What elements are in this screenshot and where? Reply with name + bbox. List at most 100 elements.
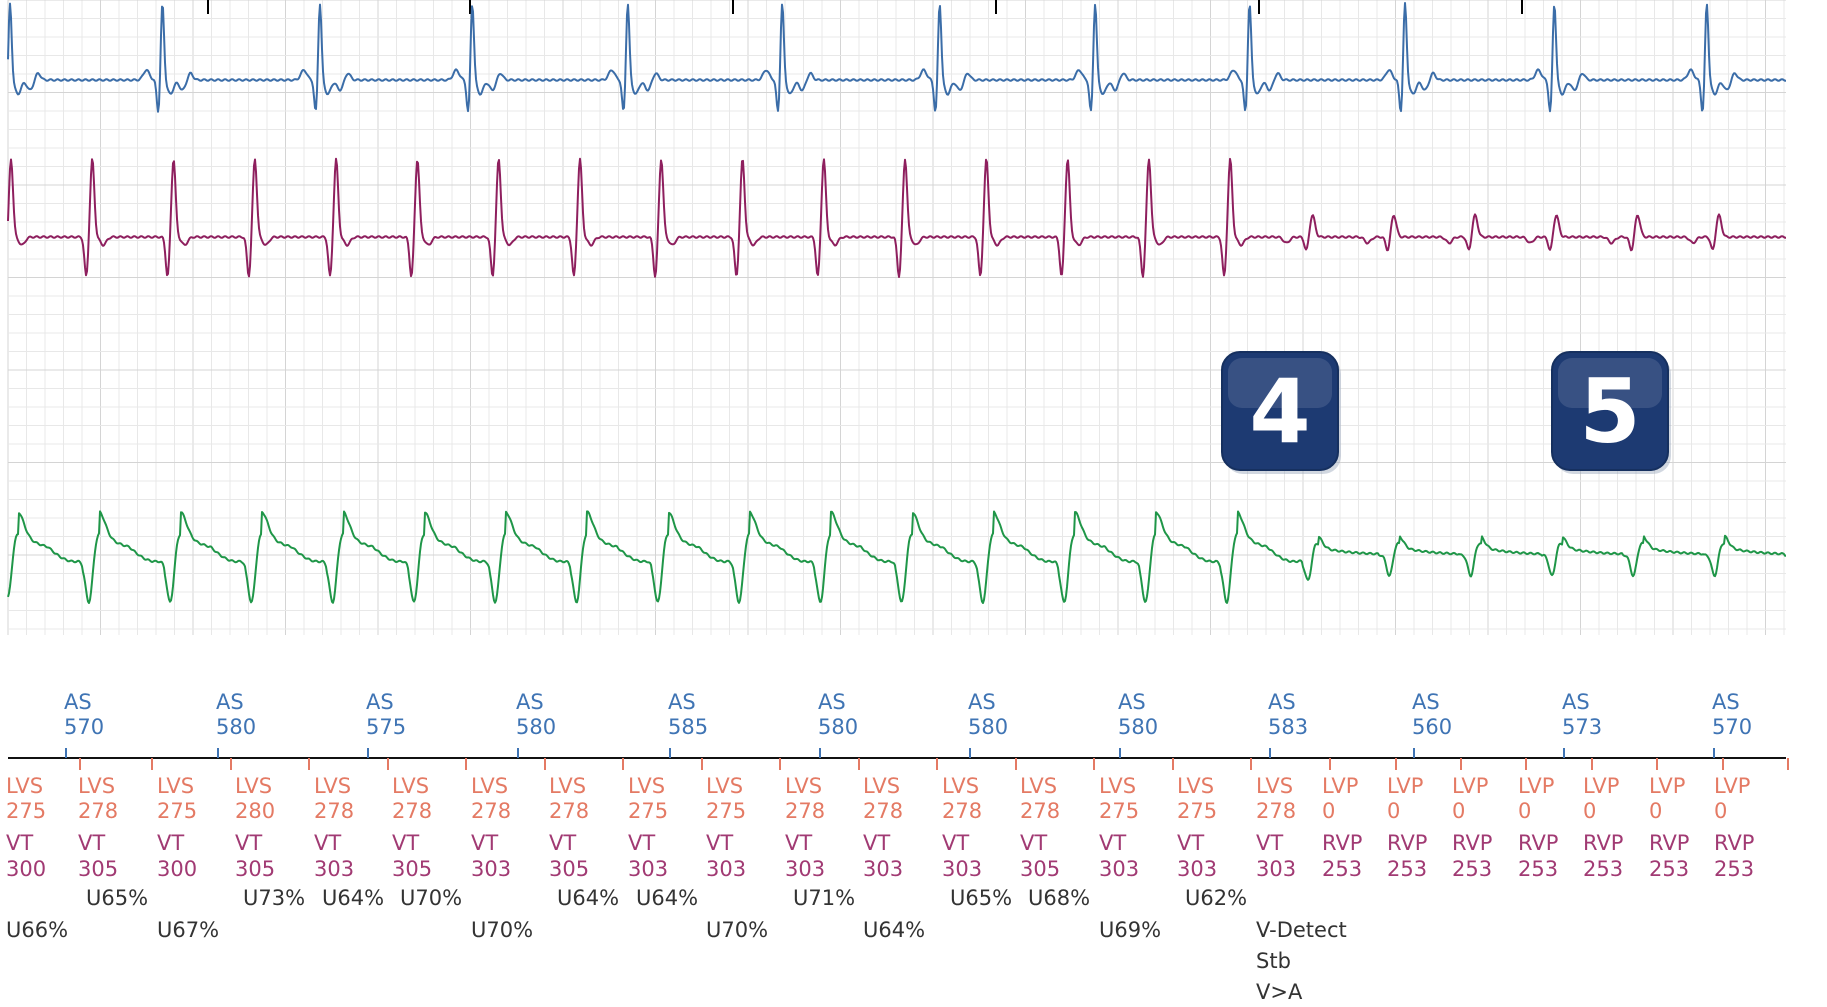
lv-marker-value: 278	[785, 799, 825, 823]
lv-marker-value: 0	[1518, 799, 1531, 823]
rv-marker-value: 300	[6, 857, 46, 881]
rv-marker-value: 305	[78, 857, 118, 881]
atrial-marker-label: AS	[366, 690, 394, 714]
lv-marker-label: LVP	[1322, 774, 1358, 798]
lv-marker-value: 0	[1387, 799, 1400, 823]
callout-badge-4: 4	[1221, 351, 1341, 474]
rv-marker-label: VT	[235, 831, 262, 855]
atrial-marker-value: 570	[64, 715, 104, 739]
lv-marker-label: LVS	[942, 774, 979, 798]
lv-marker-value: 278	[863, 799, 903, 823]
atrial-marker-value: 570	[1712, 715, 1752, 739]
badge-box	[1551, 351, 1669, 471]
atrial-marker-value: 580	[818, 715, 858, 739]
atrial-marker-value: 580	[968, 715, 1008, 739]
egm-trace-channel-2	[7, 157, 1786, 278]
rv-marker-value: 303	[1256, 857, 1296, 881]
atrial-marker-value: 583	[1268, 715, 1308, 739]
atrial-marker-value: 575	[366, 715, 406, 739]
marker-annotation: U64%	[322, 886, 384, 910]
rv-marker-label: RVP	[1322, 831, 1362, 855]
rv-marker-label: RVP	[1649, 831, 1689, 855]
rv-marker-label: RVP	[1714, 831, 1754, 855]
rv-marker-value: 305	[1020, 857, 1060, 881]
badge-label: 5	[1579, 360, 1640, 463]
rv-marker-label: VT	[157, 831, 184, 855]
atrial-marker-label: AS	[64, 690, 92, 714]
marker-annotation: U68%	[1028, 886, 1090, 910]
lv-marker-value: 275	[157, 799, 197, 823]
marker-annotation: U67%	[157, 918, 219, 942]
rv-marker-label: VT	[1177, 831, 1204, 855]
badge-label: 4	[1249, 360, 1310, 463]
marker-annotation: V-Detect	[1256, 918, 1347, 942]
lv-marker-value: 0	[1583, 799, 1596, 823]
rv-marker-value: 303	[785, 857, 825, 881]
lv-marker-label: LVP	[1518, 774, 1554, 798]
rv-marker-label: RVP	[1452, 831, 1492, 855]
atrial-marker-value: 573	[1562, 715, 1602, 739]
lv-marker-value: 278	[314, 799, 354, 823]
egm-trace-channel-1	[7, 2, 1786, 113]
marker-annotation: U70%	[706, 918, 768, 942]
rv-marker-value: 300	[157, 857, 197, 881]
rv-marker-label: VT	[392, 831, 419, 855]
lv-marker-label: LVS	[157, 774, 194, 798]
rv-marker-value: 305	[235, 857, 275, 881]
lv-marker-label: LVS	[863, 774, 900, 798]
lv-marker-label: LVS	[1099, 774, 1136, 798]
rv-marker-label: VT	[1256, 831, 1283, 855]
lv-marker-label: LVS	[1256, 774, 1293, 798]
atrial-marker-value: 580	[1118, 715, 1158, 739]
marker-annotation: Stb	[1256, 949, 1291, 973]
marker-annotation: U62%	[1185, 886, 1247, 910]
callout-badge-5: 5	[1551, 351, 1671, 474]
atrial-marker-label: AS	[216, 690, 244, 714]
rv-marker-value: 303	[863, 857, 903, 881]
marker-annotation: U66%	[6, 918, 68, 942]
lv-marker-value: 275	[628, 799, 668, 823]
rv-marker-label: VT	[1020, 831, 1047, 855]
rv-marker-label: RVP	[1518, 831, 1558, 855]
lv-marker-label: LVS	[1177, 774, 1214, 798]
badge-highlight	[1228, 358, 1332, 408]
lv-marker-label: LVS	[314, 774, 351, 798]
rv-marker-label: VT	[785, 831, 812, 855]
marker-annotation: U64%	[636, 886, 698, 910]
marker-channel: AS570AS580AS575AS580AS585AS580AS580AS580…	[6, 690, 1789, 1004]
lv-marker-value: 0	[1452, 799, 1465, 823]
marker-annotation: U73%	[243, 886, 305, 910]
rv-marker-value: 253	[1649, 857, 1689, 881]
rv-marker-value: 303	[628, 857, 668, 881]
rv-marker-label: VT	[863, 831, 890, 855]
lv-marker-label: LVS	[549, 774, 586, 798]
rv-marker-label: VT	[549, 831, 576, 855]
rv-marker-value: 253	[1452, 857, 1492, 881]
atrial-marker-label: AS	[1118, 690, 1146, 714]
rv-marker-value: 253	[1714, 857, 1754, 881]
lv-marker-label: LVP	[1714, 774, 1750, 798]
lv-marker-label: LVS	[471, 774, 508, 798]
lv-marker-label: LVS	[1020, 774, 1057, 798]
atrial-marker-label: AS	[968, 690, 996, 714]
lv-marker-label: LVS	[628, 774, 665, 798]
marker-annotation: U65%	[86, 886, 148, 910]
atrial-marker-label: AS	[1712, 690, 1740, 714]
marker-annotation: U64%	[863, 918, 925, 942]
atrial-marker-label: AS	[668, 690, 696, 714]
atrial-marker-value: 560	[1412, 715, 1452, 739]
rv-marker-value: 253	[1387, 857, 1427, 881]
egm-grid	[7, 0, 1786, 635]
lv-marker-value: 280	[235, 799, 275, 823]
rv-marker-label: VT	[6, 831, 33, 855]
lv-marker-label: LVP	[1649, 774, 1685, 798]
lv-marker-value: 275	[1099, 799, 1139, 823]
marker-annotation: U65%	[950, 886, 1012, 910]
marker-annotation: U64%	[557, 886, 619, 910]
atrial-marker-value: 580	[516, 715, 556, 739]
lv-marker-value: 278	[1020, 799, 1060, 823]
atrial-marker-label: AS	[818, 690, 846, 714]
rv-marker-label: VT	[1099, 831, 1126, 855]
